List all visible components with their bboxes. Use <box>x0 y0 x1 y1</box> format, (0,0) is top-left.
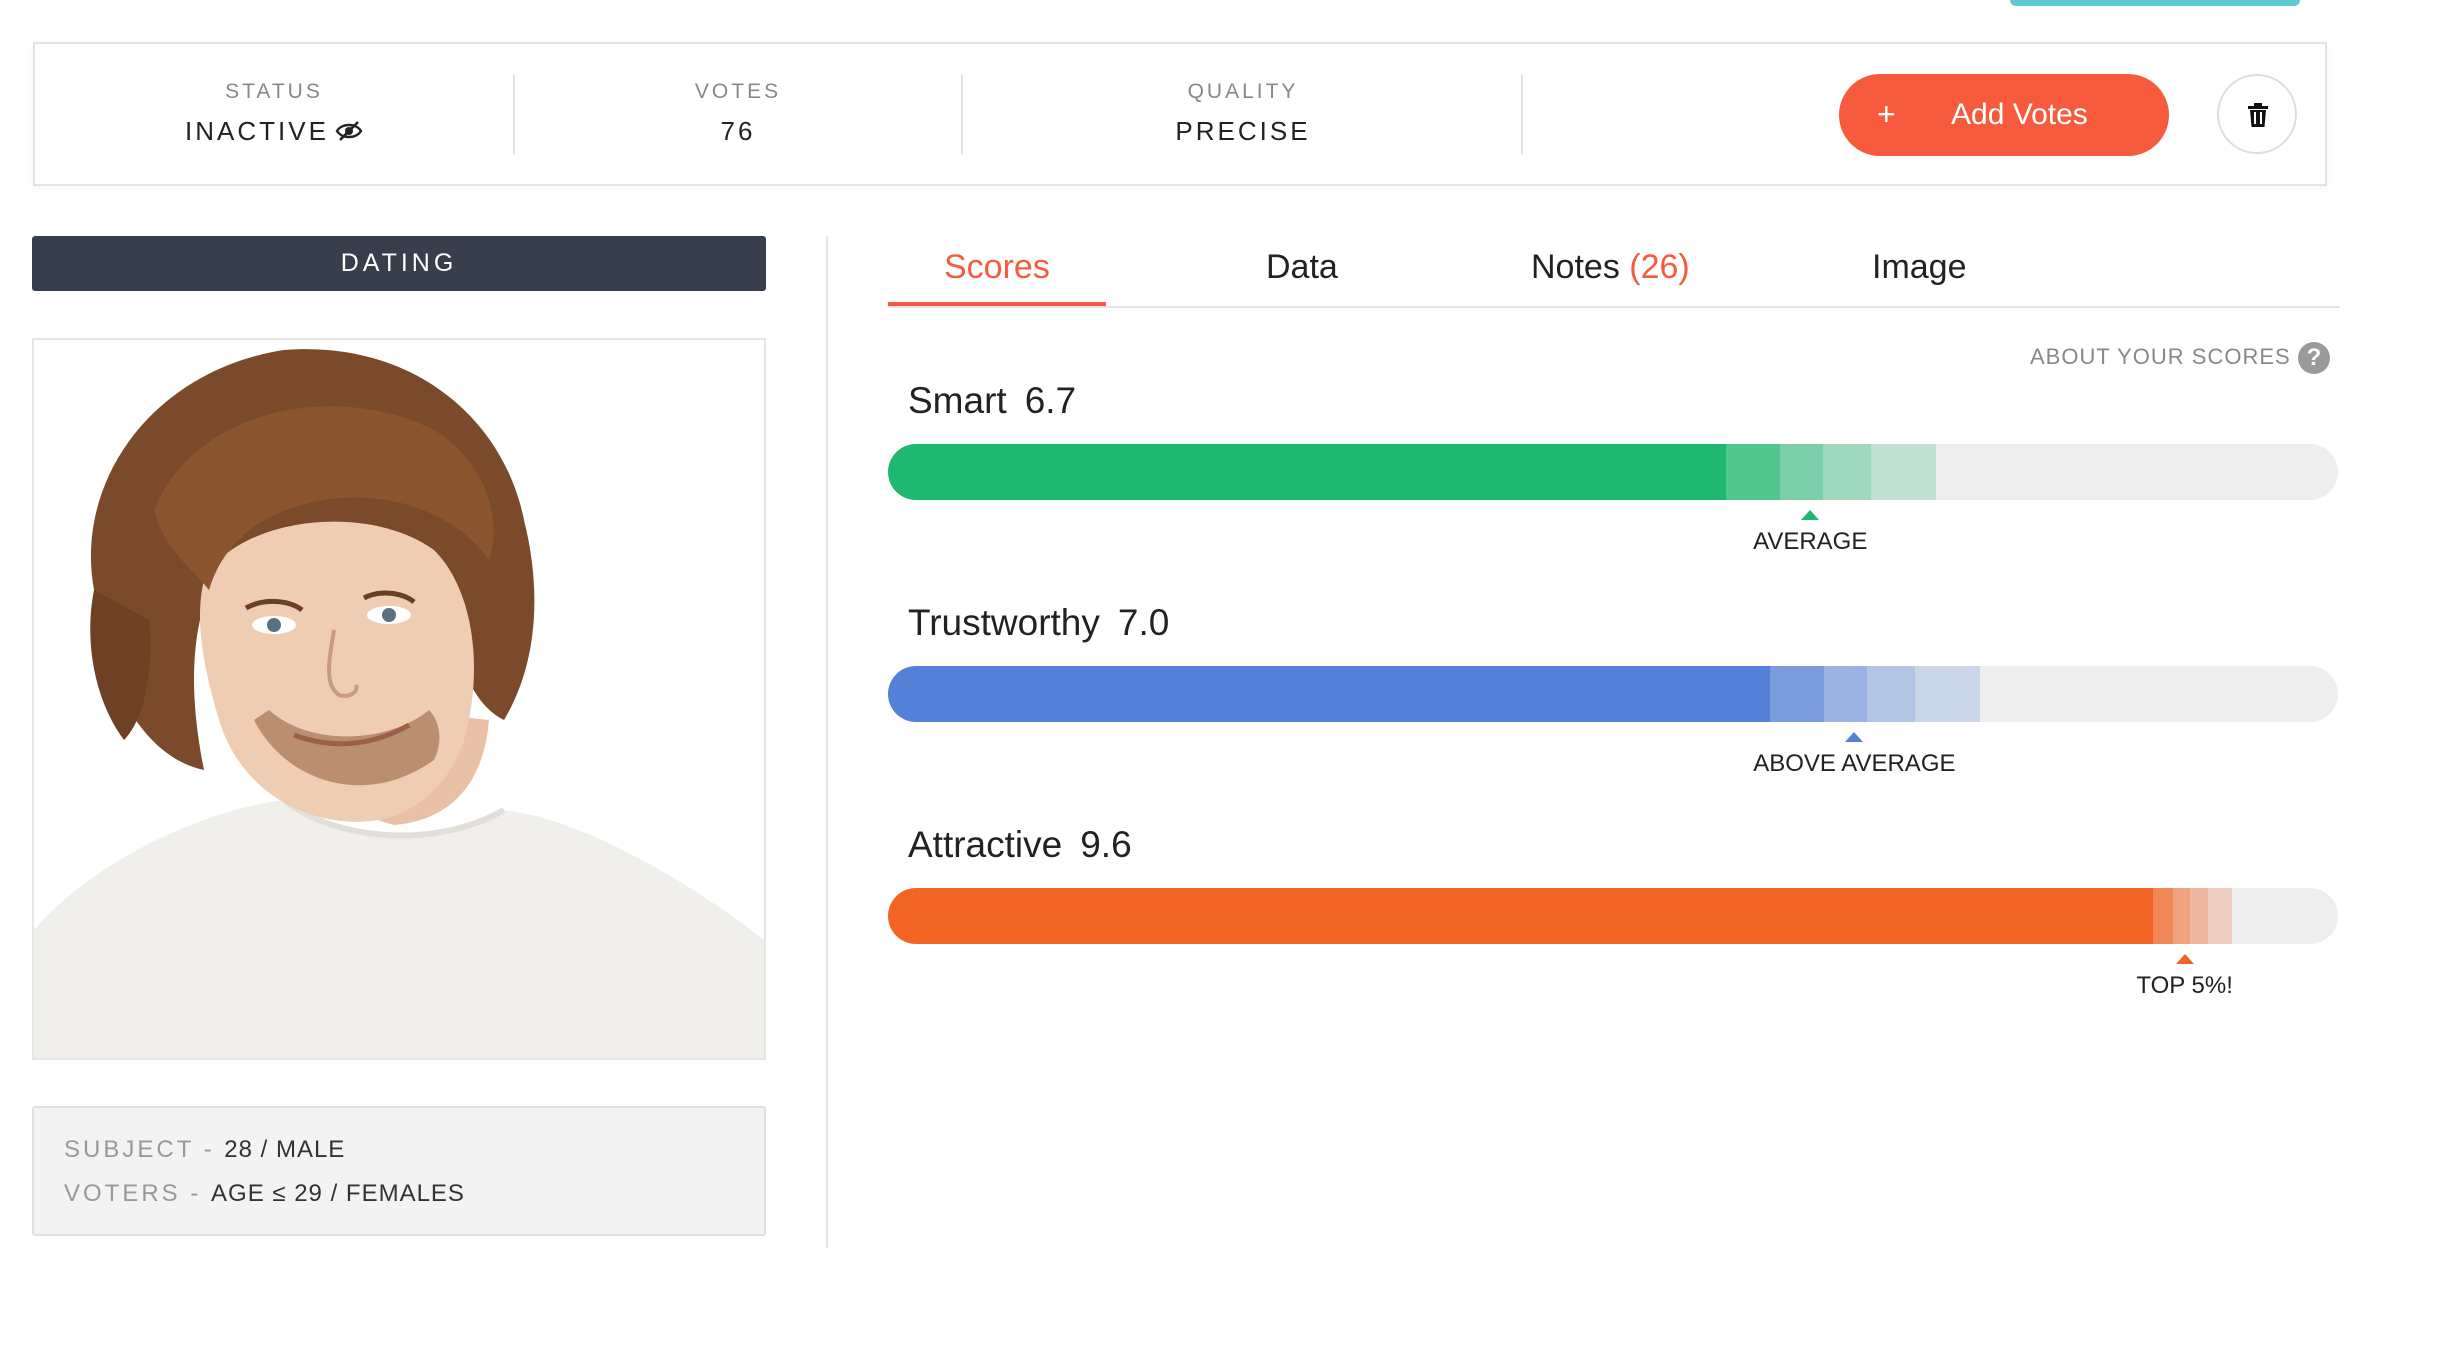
top-edge-decoration <box>2010 0 2300 6</box>
score-value: 7.0 <box>1117 602 1170 643</box>
voters-line: VOTERS - AGE ≤ 29 / FEMALES <box>64 1180 465 1208</box>
score-value: 9.6 <box>1080 824 1132 865</box>
about-scores-link[interactable]: ABOUT YOUR SCORES <box>2030 344 2291 369</box>
category-bar: DATING <box>32 236 766 291</box>
stat-divider <box>513 74 515 154</box>
votes-value: 76 <box>720 116 756 146</box>
score-range-segment <box>1871 444 1937 500</box>
score-bar-trustworthy <box>888 666 2338 722</box>
subject-key: SUBJECT <box>64 1136 194 1163</box>
score-name: Attractive <box>908 824 1063 865</box>
score-badge-label: ABOVE AVERAGE <box>1753 750 1956 777</box>
tab-image[interactable]: Image <box>1872 248 1967 286</box>
score-bar-smart <box>888 444 2338 500</box>
status-bar: STATUS INACTIVE VOTES 76 QUALITY PRECISE… <box>33 42 2327 186</box>
subject-sep: - <box>193 1136 225 1163</box>
score-value: 6.7 <box>1024 380 1077 421</box>
score-name: Smart <box>908 380 1007 421</box>
voters-value: AGE ≤ 29 / FEMALES <box>211 1180 465 1207</box>
add-votes-label: Add Votes <box>1951 98 2088 131</box>
score-name: Trustworthy <box>908 602 1100 643</box>
quality-stat: QUALITY PRECISE <box>963 44 1523 184</box>
tab-data[interactable]: Data <box>1266 248 1338 286</box>
average-marker-icon <box>2175 954 2194 964</box>
profile-photo[interactable] <box>32 338 766 1060</box>
quality-label: QUALITY <box>1187 80 1299 103</box>
stat-divider <box>1521 74 1523 154</box>
score-bar-fill <box>888 888 2153 944</box>
voters-sep: - <box>180 1180 212 1207</box>
active-tab-underline <box>888 302 1106 306</box>
score-range-segment <box>2173 888 2190 944</box>
notes-count-badge: (26) <box>1629 248 1690 286</box>
votes-stat: VOTES 76 <box>515 44 961 184</box>
score-range-segment <box>2207 888 2233 944</box>
subject-info-box: SUBJECT - 28 / MALE VOTERS - AGE ≤ 29 / … <box>32 1106 766 1236</box>
score-range-segment <box>1770 666 1825 722</box>
score-badge-label: AVERAGE <box>1753 528 1868 555</box>
score-range-segment <box>1867 666 1916 722</box>
add-votes-button[interactable]: + Add Votes <box>1839 74 2169 156</box>
status-stat: STATUS INACTIVE <box>35 44 513 184</box>
trash-icon <box>2248 103 2268 127</box>
tab-bar: Scores Data Notes (26) Image <box>888 236 2340 308</box>
votes-label: VOTES <box>694 80 782 103</box>
average-marker-icon <box>1845 732 1864 742</box>
score-range-segment <box>1823 444 1872 500</box>
tab-scores[interactable]: Scores <box>944 248 1050 286</box>
portrait-illustration <box>34 340 764 1058</box>
score-range-segment <box>1780 444 1824 500</box>
status-value-wrap: INACTIVE <box>35 116 513 147</box>
quality-value: PRECISE <box>1175 116 1311 146</box>
score-title-smart: Smart 6.7 <box>908 380 1076 422</box>
plus-icon: + <box>1877 96 1896 132</box>
eye-slash-icon <box>335 121 363 141</box>
subject-value: 28 / MALE <box>224 1136 346 1163</box>
subject-line: SUBJECT - 28 / MALE <box>64 1136 345 1164</box>
tab-notes-label: Notes <box>1531 248 1620 286</box>
score-range-segment <box>2152 888 2174 944</box>
help-icon[interactable]: ? <box>2298 342 2330 374</box>
score-range-segment <box>1824 666 1868 722</box>
score-title-attractive: Attractive 9.6 <box>908 824 1132 866</box>
score-bar-fill <box>888 444 1727 500</box>
score-bar-fill <box>888 666 1771 722</box>
score-range-segment <box>2189 888 2208 944</box>
score-title-trustworthy: Trustworthy 7.0 <box>908 602 1169 644</box>
score-badge-label: TOP 5%! <box>2136 972 2233 999</box>
tab-notes[interactable]: Notes (26) <box>1531 248 1690 287</box>
status-label: STATUS <box>225 80 323 103</box>
delete-button[interactable] <box>2217 74 2297 154</box>
column-divider <box>826 236 828 1248</box>
stat-divider <box>961 74 963 154</box>
average-marker-icon <box>1801 510 1820 520</box>
score-bar-attractive <box>888 888 2338 944</box>
score-range-segment <box>1915 666 1981 722</box>
status-value: INACTIVE <box>185 116 329 146</box>
score-range-segment <box>1726 444 1781 500</box>
voters-key: VOTERS <box>64 1180 181 1207</box>
